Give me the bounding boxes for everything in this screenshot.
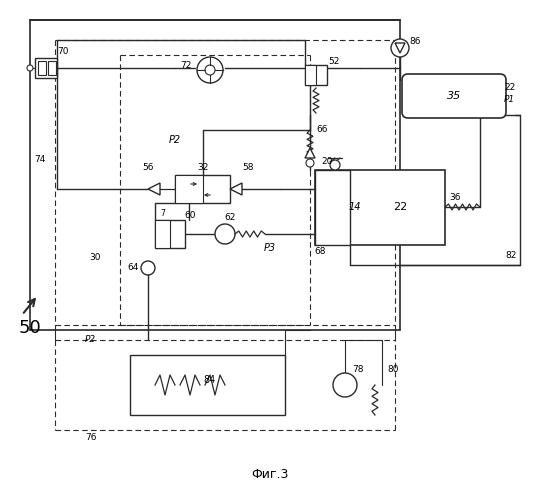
Bar [48, 61, 56, 75]
Circle shape [197, 57, 223, 83]
Text: 80: 80 [387, 366, 399, 374]
Text: P2: P2 [169, 135, 181, 145]
Text: 52: 52 [328, 58, 339, 66]
Text: 35: 35 [447, 91, 461, 101]
Text: 36: 36 [449, 194, 461, 202]
Text: 76: 76 [85, 434, 96, 442]
Bar [155, 220, 185, 248]
Text: 60: 60 [184, 210, 196, 220]
Bar [175, 175, 230, 203]
Polygon shape [395, 43, 405, 53]
Text: 62: 62 [225, 214, 236, 222]
Text: 50: 50 [18, 319, 41, 337]
Bar [305, 65, 316, 85]
Text: 84: 84 [204, 375, 216, 385]
Circle shape [141, 261, 155, 275]
Circle shape [205, 65, 215, 75]
Bar [175, 175, 203, 203]
Text: 22: 22 [504, 84, 515, 92]
Text: 20: 20 [321, 158, 333, 166]
Text: 86: 86 [409, 38, 421, 46]
Circle shape [27, 65, 33, 71]
Text: 64: 64 [127, 264, 138, 272]
Text: Фиг.3: Фиг.3 [252, 468, 289, 481]
Text: 72: 72 [181, 60, 192, 70]
Text: 70: 70 [57, 48, 69, 56]
Text: P1: P1 [504, 96, 515, 104]
Text: 14: 14 [349, 202, 361, 212]
Circle shape [215, 224, 235, 244]
Circle shape [306, 159, 314, 167]
Text: 7: 7 [161, 208, 166, 218]
Text: 56: 56 [142, 164, 154, 172]
Bar [155, 220, 170, 248]
Polygon shape [230, 183, 242, 195]
Circle shape [333, 373, 357, 397]
Bar [130, 355, 285, 415]
FancyBboxPatch shape [402, 74, 506, 118]
Bar [315, 170, 350, 245]
Bar [35, 58, 57, 78]
Polygon shape [148, 183, 160, 195]
Text: 68: 68 [314, 248, 326, 256]
Text: 82: 82 [505, 250, 516, 260]
Text: 74: 74 [34, 156, 45, 164]
Bar [305, 65, 327, 85]
Bar [38, 61, 46, 75]
Text: 22: 22 [393, 202, 407, 212]
Text: 66: 66 [316, 126, 328, 134]
Polygon shape [305, 148, 315, 158]
Text: 78: 78 [352, 366, 364, 374]
Text: 58: 58 [242, 164, 254, 172]
Text: P3: P3 [264, 243, 276, 253]
Text: 30: 30 [89, 254, 101, 262]
Text: 32: 32 [197, 164, 209, 172]
Circle shape [330, 160, 340, 170]
Text: P2: P2 [85, 336, 96, 344]
Bar [315, 170, 445, 245]
Circle shape [391, 39, 409, 57]
